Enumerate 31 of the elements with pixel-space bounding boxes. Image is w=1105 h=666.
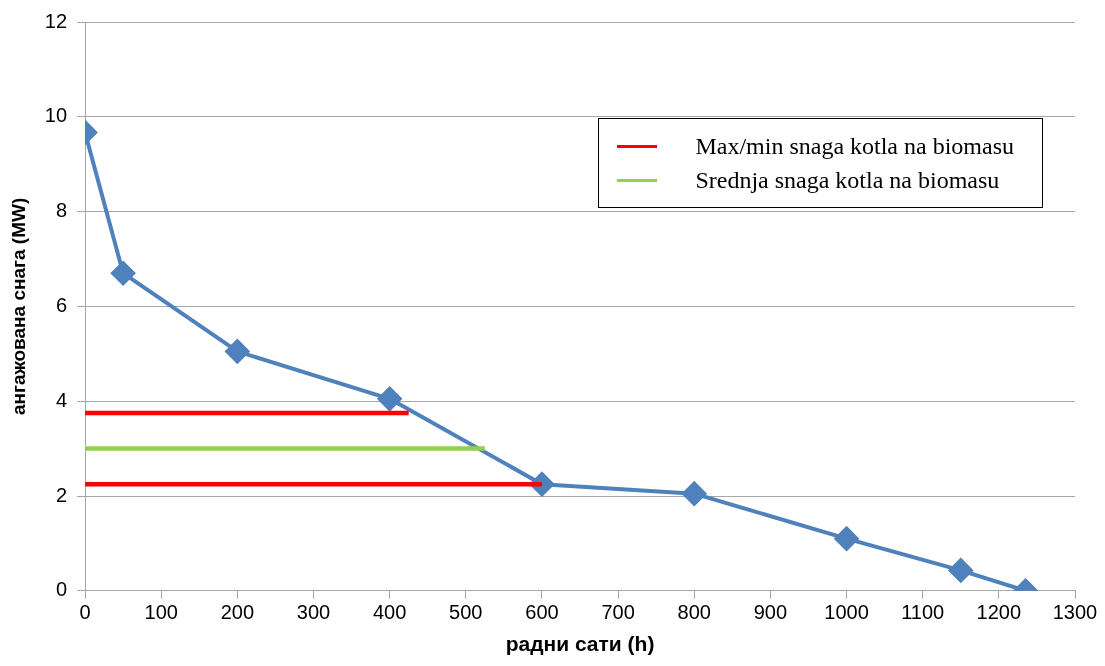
- point: [225, 339, 250, 364]
- y-axis-title: ангажована снага (MW): [7, 197, 29, 416]
- point: [948, 558, 973, 583]
- x-tick-label: 0: [79, 601, 91, 624]
- y-tick-label: 6: [55, 293, 68, 316]
- x-tick-label: 100: [144, 601, 178, 624]
- x-tick-label: 1000: [824, 601, 869, 624]
- y-tick-label: 8: [55, 199, 68, 222]
- x-tick-label: 900: [753, 601, 788, 624]
- legend-label: Max/min snaga kotla na biomasu: [695, 132, 1014, 160]
- x-tick-label: 600: [525, 601, 559, 624]
- y-tick-label: 4: [55, 388, 68, 411]
- y-tick-label: 10: [44, 104, 68, 127]
- x-tick-label: 500: [449, 601, 483, 624]
- x-tick-label: 700: [601, 601, 635, 624]
- point: [682, 481, 707, 506]
- point: [834, 526, 859, 551]
- x-tick-label: 400: [372, 601, 407, 624]
- y-tick-label: 12: [44, 9, 68, 32]
- y-tick-label: 2: [55, 483, 68, 506]
- x-tick-label: 1100: [901, 601, 945, 624]
- x-tick-label: 1300: [1052, 601, 1098, 624]
- point: [111, 261, 136, 286]
- x-tick-label: 1200: [976, 601, 1022, 624]
- legend-label: Srednja snaga kotla na biomasu: [695, 166, 1000, 194]
- x-tick-label: 200: [220, 601, 255, 624]
- x-axis-title: радни сати (h): [505, 632, 655, 656]
- point: [377, 386, 402, 411]
- y-tick-label: 0: [55, 578, 68, 601]
- x-tick-label: 300: [296, 601, 331, 624]
- x-tick-label: 800: [677, 601, 711, 624]
